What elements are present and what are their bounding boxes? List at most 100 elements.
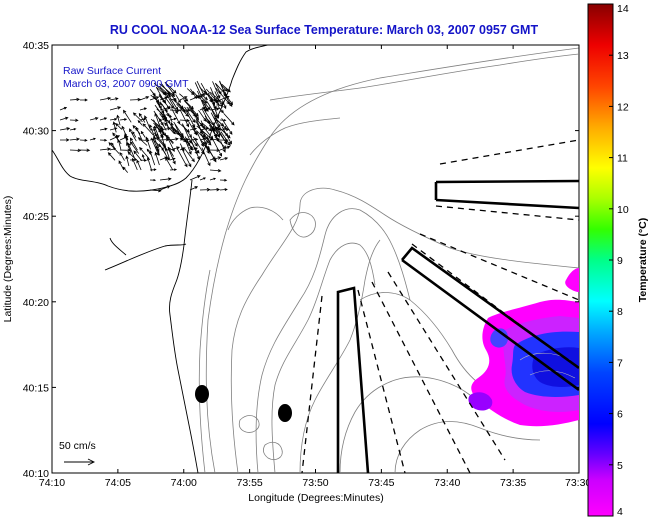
colorbar-tick-label: 4 <box>617 506 623 518</box>
current-vector <box>177 101 184 110</box>
current-vector <box>123 109 132 123</box>
current-vector <box>159 118 167 131</box>
x-tick-label: 73:35 <box>500 477 526 489</box>
current-vector <box>190 88 198 100</box>
current-vector <box>161 103 170 117</box>
current-vector <box>154 151 160 166</box>
annotation-line-1: Raw Surface Current <box>63 65 161 77</box>
current-vector <box>125 155 130 167</box>
x-tick-label: 73:30 <box>565 477 591 489</box>
current-vector <box>129 137 138 151</box>
current-vector <box>99 127 108 131</box>
current-vector <box>159 113 165 121</box>
current-vector <box>59 106 68 111</box>
current-vector <box>112 121 117 133</box>
colorbar-tick-label: 11 <box>617 153 628 165</box>
current-vector <box>59 138 70 142</box>
current-vector <box>59 116 69 121</box>
y-tick-label: 40:20 <box>23 297 49 309</box>
current-vector <box>155 145 160 156</box>
current-vector <box>139 96 150 101</box>
current-vector <box>112 132 122 145</box>
current-vector <box>165 147 171 161</box>
current-vector <box>138 112 146 123</box>
current-vector <box>167 91 177 102</box>
y-axis-ticks: 40:10 40:15 40:20 40:25 40:30 40:35 <box>23 40 579 480</box>
current-vector <box>189 175 201 181</box>
colorbar-tick-label: 7 <box>617 357 623 369</box>
current-vector <box>199 187 211 192</box>
current-vector <box>171 108 181 125</box>
current-vector <box>158 85 172 97</box>
colorbar-tick-label: 13 <box>617 50 629 62</box>
current-vector <box>163 116 171 124</box>
current-vector <box>180 147 192 168</box>
current-vector <box>176 147 188 168</box>
current-vector <box>169 114 173 123</box>
current-vector <box>179 118 190 123</box>
current-vector <box>213 117 225 127</box>
current-vector <box>150 118 164 130</box>
colorbar-label: Temperature (°C) <box>637 218 649 303</box>
current-vector <box>107 152 116 161</box>
current-vector <box>210 87 217 102</box>
current-vector <box>169 168 178 172</box>
current-vector <box>164 82 177 94</box>
current-vector <box>168 95 179 111</box>
current-vector <box>150 94 163 106</box>
current-vector <box>212 81 221 99</box>
current-vector <box>139 146 150 159</box>
current-vector <box>189 137 199 142</box>
map-content: Raw Surface Current March 03, 2007 0900 … <box>52 45 579 473</box>
current-vector <box>122 166 129 173</box>
bathymetry-contours <box>198 47 579 473</box>
current-vector <box>99 147 111 151</box>
current-vector <box>145 136 151 150</box>
current-vector <box>196 131 204 147</box>
current-vector <box>79 138 88 142</box>
current-vector <box>190 140 200 161</box>
current-vector <box>207 119 218 138</box>
current-vector <box>109 106 122 111</box>
scale-arrow <box>64 458 96 466</box>
current-vector <box>199 131 207 145</box>
site-marker-1 <box>195 385 209 403</box>
current-vector <box>179 109 189 128</box>
colorbar-tick-label: 10 <box>617 204 629 216</box>
current-vector <box>109 117 118 121</box>
sst-patch <box>468 268 579 427</box>
current-vector <box>146 156 153 172</box>
current-vector <box>214 136 227 150</box>
current-vector <box>89 137 96 141</box>
colorbar-tick-label: 9 <box>617 255 623 267</box>
survey-boxes <box>336 179 579 473</box>
current-vector <box>185 110 196 129</box>
current-vector <box>189 186 199 191</box>
current-vector <box>159 137 170 142</box>
current-vector <box>219 157 229 161</box>
site-marker-2 <box>278 404 292 422</box>
current-vector <box>175 94 181 104</box>
current-vector <box>99 138 108 142</box>
colorbar-tick-label: 6 <box>617 409 623 421</box>
x-tick-label: 73:40 <box>434 477 460 489</box>
current-vector <box>155 86 169 99</box>
current-vector <box>199 86 208 96</box>
colorbar-tick-label: 8 <box>617 306 623 318</box>
current-vector <box>116 114 121 126</box>
current-vector <box>170 122 175 132</box>
current-vector <box>149 168 157 171</box>
x-axis-label: Longitude (Degrees:Minutes) <box>248 492 383 504</box>
current-vector <box>79 148 91 152</box>
surface-current-vectors <box>59 80 235 193</box>
current-vector <box>196 130 212 146</box>
current-vector <box>156 87 166 104</box>
current-vector <box>69 148 82 153</box>
current-vector <box>215 83 227 96</box>
current-vector <box>160 134 166 150</box>
current-vector <box>59 127 71 131</box>
current-vector <box>219 178 228 182</box>
current-vector <box>133 150 143 162</box>
current-vector <box>132 124 141 135</box>
current-vector <box>156 101 165 114</box>
